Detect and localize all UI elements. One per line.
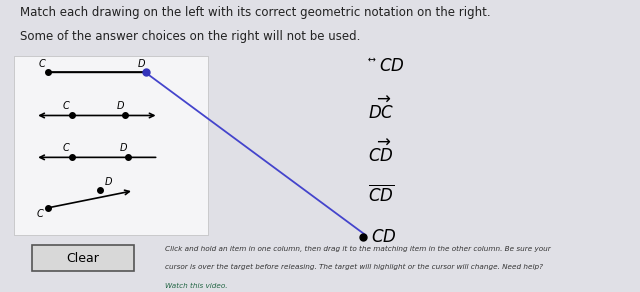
Text: C: C: [63, 143, 70, 153]
Text: cursor is over the target before releasing. The target will highlight or the cur: cursor is over the target before releasi…: [164, 264, 543, 270]
FancyBboxPatch shape: [32, 245, 134, 272]
Text: $\overline{CD}$: $\overline{CD}$: [368, 185, 394, 205]
Text: C: C: [63, 101, 70, 111]
Text: Some of the answer choices on the right will not be used.: Some of the answer choices on the right …: [20, 30, 360, 43]
Text: Watch this video.: Watch this video.: [164, 283, 227, 289]
Text: $\overrightarrow{DC}$: $\overrightarrow{DC}$: [368, 97, 394, 123]
Text: Match each drawing on the left with its correct geometric notation on the right.: Match each drawing on the left with its …: [20, 6, 490, 19]
Text: C: C: [38, 59, 45, 69]
Text: Click and hold an item in one column, then drag it to the matching item in the o: Click and hold an item in one column, th…: [164, 246, 550, 252]
Text: $CD$: $CD$: [371, 228, 397, 246]
Text: D: D: [104, 177, 112, 187]
FancyBboxPatch shape: [13, 56, 208, 235]
Text: D: D: [138, 59, 146, 69]
Text: D: D: [117, 101, 125, 111]
Text: C: C: [36, 209, 44, 219]
Text: D: D: [120, 143, 127, 153]
Text: $\overleftrightarrow{CD}$: $\overleftrightarrow{CD}$: [368, 58, 404, 75]
Text: Clear: Clear: [67, 252, 99, 265]
Text: $\overrightarrow{CD}$: $\overrightarrow{CD}$: [368, 140, 394, 166]
